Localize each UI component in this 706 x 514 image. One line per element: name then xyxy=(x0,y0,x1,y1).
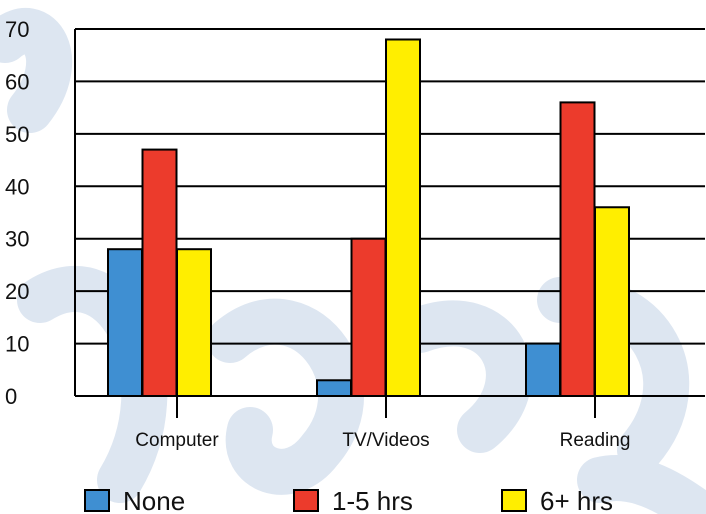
bar-reading-6-hrs xyxy=(594,206,630,397)
y-tick-label: 10 xyxy=(5,332,29,357)
y-axis-ticks: 0 10 20 30 40 50 60 70 xyxy=(5,17,29,409)
legend-label: 6+ hrs xyxy=(540,486,613,514)
y-tick-label: 0 xyxy=(5,384,17,409)
bar-reading-none xyxy=(525,342,561,398)
x-tick-label: TV/Videos xyxy=(342,430,429,451)
axes xyxy=(74,29,705,418)
x-axis-labels: Computer TV/Videos Reading xyxy=(135,430,630,451)
bar-computer-6-hrs xyxy=(176,248,212,397)
bar-tv-videos-6-hrs xyxy=(385,38,421,397)
x-tick-label: Computer xyxy=(135,430,219,451)
legend-label: None xyxy=(123,486,185,514)
y-tick-label: 20 xyxy=(5,279,29,304)
legend-swatch xyxy=(501,489,527,512)
y-tick-label: 50 xyxy=(5,122,29,147)
y-tick-label: 60 xyxy=(5,69,29,94)
bar-computer-1-5-hrs xyxy=(141,148,178,397)
bars xyxy=(107,38,630,398)
bar-computer-none xyxy=(107,248,143,397)
y-tick-label: 40 xyxy=(5,174,29,199)
bar-tv-videos-1-5-hrs xyxy=(350,237,387,397)
legend-swatch xyxy=(84,489,110,512)
legend-label: 1-5 hrs xyxy=(332,486,413,514)
legend: None 1-5 hrs 6+ hrs xyxy=(84,486,613,514)
y-tick-label: 30 xyxy=(5,227,29,252)
bar-tv-videos-none xyxy=(316,379,352,397)
x-tick-label: Reading xyxy=(560,430,631,451)
y-tick-label: 70 xyxy=(5,17,29,42)
legend-swatch xyxy=(293,489,319,512)
bar-reading-1-5-hrs xyxy=(559,101,596,398)
